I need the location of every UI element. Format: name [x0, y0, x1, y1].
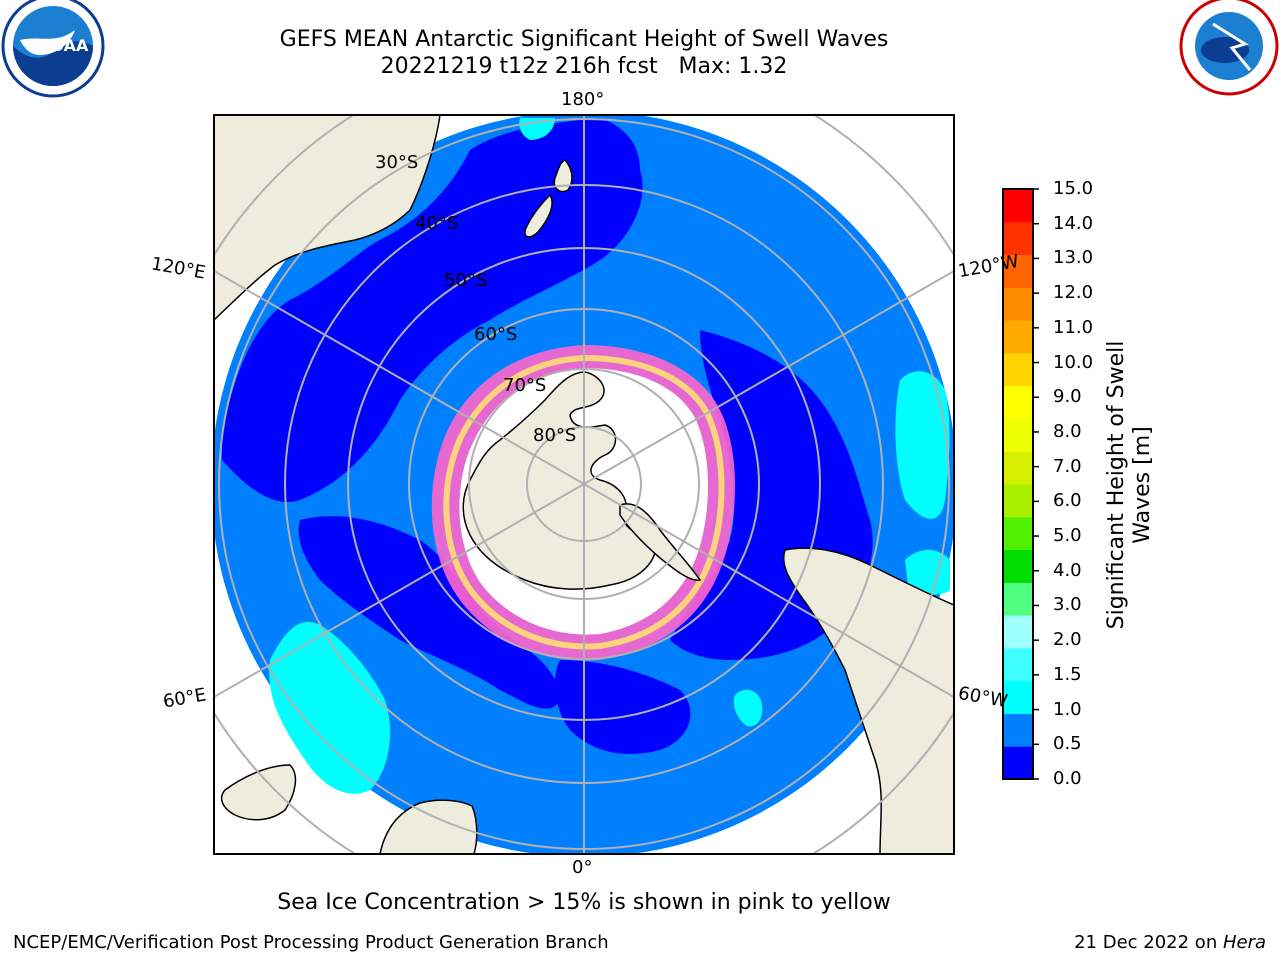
- antarctic-peninsula: [619, 503, 702, 581]
- chart-title: GEFS MEAN Antarctic Significant Height o…: [279, 27, 889, 52]
- colorbar-tick-label: 10.0: [1053, 351, 1094, 373]
- low-swell-region-weddell: [554, 660, 691, 754]
- colorbar-tick-label: 0.0: [1053, 768, 1082, 789]
- high-swell-patch-atlantic: [905, 549, 950, 595]
- colorbar-tick-label: 8.0: [1053, 420, 1082, 442]
- colorbar-segment: [1003, 189, 1033, 223]
- colorbar-segment: [1003, 713, 1033, 747]
- footer-date: 21 Dec 2022 on Hera: [1074, 932, 1266, 953]
- colorbar-segment: [1003, 320, 1033, 354]
- noaa-logo: [1, 0, 105, 98]
- lat-label-80s: 80°S: [533, 425, 577, 446]
- low-swell-region-indian: [298, 516, 560, 709]
- footer-credit: NCEP/EMC/Verification Post Processing Pr…: [13, 932, 609, 953]
- meridian-lines: [214, 115, 954, 854]
- colorbar-segment: [1003, 680, 1033, 714]
- colorbar-segment: [1003, 385, 1033, 419]
- colorbar-tick-label: 14.0: [1053, 212, 1094, 234]
- colorbar-segment: [1003, 549, 1033, 583]
- lon-label-0: 0°: [572, 857, 593, 878]
- footer-date-text: 21 Dec 2022 on: [1074, 932, 1223, 953]
- colorbar-tick-label: 4.0: [1053, 559, 1082, 581]
- colorbar-tick-label: 13.0: [1053, 247, 1094, 269]
- colorbar-segment: [1003, 352, 1033, 387]
- colorbar-segment: [1003, 746, 1033, 780]
- chart-subtitle: 20221219 t12z 216h fcst Max: 1.32: [380, 54, 788, 79]
- colorbar-segment: [1003, 418, 1033, 452]
- lat-label-70s: 70°S: [503, 375, 547, 396]
- noaa-logo-text: NOAA: [37, 36, 89, 55]
- high-swell-patch-south-atlantic: [733, 689, 763, 727]
- colorbar-segment: [1003, 582, 1033, 616]
- colorbar-tick-label: 3.0: [1053, 594, 1082, 616]
- colorbar-tick-label: 11.0: [1053, 316, 1094, 338]
- colorbar-segment: [1003, 647, 1033, 682]
- map-border: [213, 114, 955, 855]
- sea-ice-caption: Sea Ice Concentration > 15% is shown in …: [277, 890, 891, 915]
- footer-host: Hera: [1222, 932, 1266, 953]
- colorbar-segment: [1003, 451, 1033, 485]
- madagascar: [220, 764, 297, 821]
- colorbar-segment: [1003, 484, 1033, 518]
- colorbar-tick-label: 1.0: [1053, 698, 1082, 720]
- lat-label-30s: 30°S: [375, 152, 419, 173]
- colorbar-tick-label: 6.0: [1053, 490, 1082, 512]
- lon-label-180: 180°: [561, 89, 605, 110]
- colorbar-tick-label: 12.0: [1053, 282, 1094, 304]
- lat-label-60s: 60°S: [474, 324, 518, 345]
- africa-landmass: [379, 799, 478, 854]
- colorbar: [1002, 188, 1039, 780]
- high-swell-patch-indian: [269, 621, 390, 794]
- colorbar-label: Significant Height of Swell Waves [m]: [1104, 340, 1155, 630]
- colorbar-tick-label: 5.0: [1053, 525, 1082, 547]
- nws-logo: [1179, 0, 1279, 96]
- colorbar-tick-label: 0.5: [1053, 733, 1082, 755]
- sea-ice-ring-inner-yellow: [443, 354, 725, 650]
- colorbar-tick-label: 9.0: [1053, 386, 1082, 408]
- colorbar-segment: [1003, 615, 1033, 649]
- colorbar-border: [1002, 188, 1034, 780]
- lat-label-40s: 40°S: [415, 213, 459, 234]
- new-zealand-south: [524, 193, 553, 238]
- colorbar-segment: [1003, 516, 1033, 551]
- australia-landmass: [214, 115, 441, 322]
- colorbar-tick-label: 2.0: [1053, 629, 1082, 651]
- lat-label-50s: 50°S: [444, 270, 488, 291]
- colorbar-segment: [1003, 254, 1033, 288]
- colorbar-segment: [1003, 221, 1033, 256]
- colorbar-tick-label: 7.0: [1053, 455, 1082, 477]
- new-zealand-north: [553, 159, 573, 193]
- colorbar-segment: [1003, 287, 1033, 321]
- map-content: [214, 115, 954, 854]
- high-swell-patch-pacific: [895, 371, 950, 519]
- colorbar-tick-label: 15.0: [1053, 178, 1094, 199]
- colorbar-tick-label: 1.5: [1053, 663, 1082, 685]
